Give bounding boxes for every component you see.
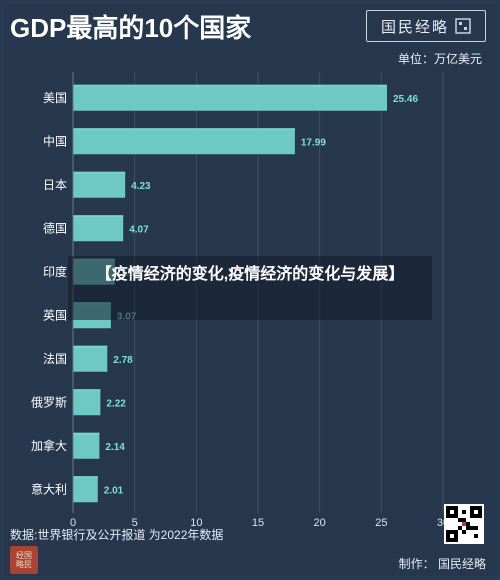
- value-label: 4.23: [131, 181, 151, 192]
- bar: [73, 215, 124, 242]
- bar: [73, 128, 295, 155]
- category-label: 日本: [43, 178, 67, 192]
- brand-logo: 国民经略: [366, 10, 486, 42]
- chart-title: GDP最高的10个国家: [10, 13, 252, 43]
- category-label: 意大利: [31, 481, 67, 496]
- source-note: 数据:世界银行及公开报道 为2022年数据: [10, 528, 224, 542]
- x-tick-label: 15: [252, 517, 264, 529]
- brand-seal-icon: 经国 略民: [10, 546, 38, 574]
- bar: [73, 476, 98, 503]
- x-tick-label: 10: [190, 517, 202, 529]
- bar-highlight: [73, 128, 295, 131]
- caption-text: 【疫情经济的变化,疫情经济的变化与发展】: [95, 266, 405, 283]
- brand-name: 国民经略: [380, 17, 449, 36]
- category-label: 美国: [43, 91, 67, 105]
- unit-label: 单位：万亿美元: [397, 52, 482, 66]
- x-tick-label: 20: [314, 517, 326, 529]
- qr-code-icon[interactable]: [444, 504, 484, 544]
- x-tick-label: 25: [375, 517, 387, 529]
- bar-highlight: [73, 476, 98, 479]
- category-label: 俄罗斯: [31, 395, 67, 409]
- value-label: 17.99: [301, 137, 326, 148]
- brand-mark-icon: [455, 18, 471, 34]
- value-label: 25.46: [393, 94, 418, 105]
- value-label: 4.07: [129, 224, 149, 235]
- bar: [73, 84, 388, 111]
- value-label: 2.14: [105, 442, 125, 453]
- value-label: 2.22: [106, 398, 126, 409]
- category-label: 法国: [43, 352, 67, 366]
- bar: [73, 432, 100, 459]
- category-label: 加拿大: [31, 438, 67, 453]
- bar-highlight: [73, 84, 388, 87]
- value-label: 2.01: [104, 485, 124, 496]
- bar-highlight: [73, 389, 101, 392]
- bar-highlight: [73, 345, 108, 348]
- category-label: 英国: [43, 308, 67, 322]
- bar-highlight: [73, 171, 126, 174]
- caption-overlay: [68, 256, 432, 320]
- bar: [73, 171, 126, 198]
- value-label: 2.78: [113, 355, 133, 366]
- category-label: 中国: [43, 133, 67, 148]
- bar: [73, 389, 101, 416]
- x-tick-label: 0: [70, 517, 76, 529]
- bar: [73, 345, 108, 372]
- category-label: 印度: [43, 264, 67, 279]
- category-label: 德国: [43, 220, 67, 235]
- maker-label: 制作： 国民经略: [398, 557, 486, 571]
- bar-highlight: [73, 432, 100, 435]
- bar-highlight: [73, 215, 124, 218]
- x-tick-label: 5: [132, 517, 138, 529]
